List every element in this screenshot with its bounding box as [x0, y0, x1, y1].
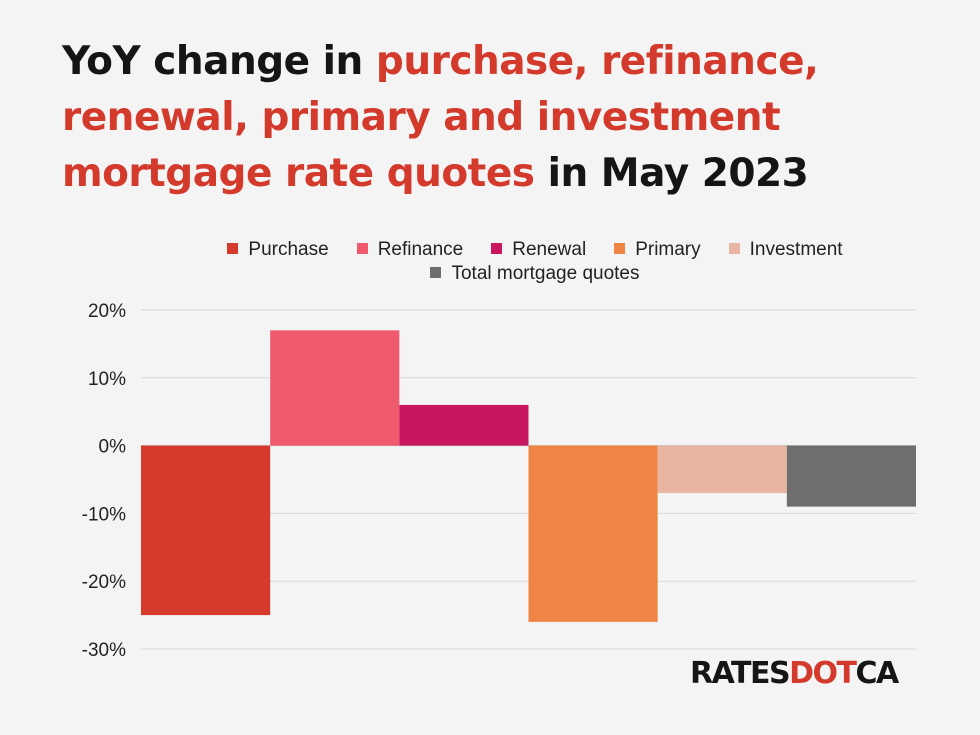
bar-refinance — [270, 330, 400, 446]
legend-item: Renewal — [491, 238, 586, 262]
legend-item: Refinance — [356, 238, 464, 262]
legend-label: Refinance — [377, 239, 464, 260]
logo-part-dot: DOT — [789, 656, 857, 691]
y-tick-label: -10% — [82, 504, 126, 525]
y-tick-label: 20% — [88, 301, 126, 322]
legend-label: Investment — [749, 239, 843, 260]
legend-label: Total mortgage quotes — [451, 263, 640, 284]
bar-total-mortgage-quotes — [786, 445, 916, 507]
title-part-3: in May 2023 — [534, 151, 809, 196]
legend-label: Renewal — [512, 239, 587, 260]
bar-primary — [528, 445, 658, 622]
title-part-2: purchase, refinance, renewal, primary an… — [62, 39, 819, 196]
legend-item: Primary — [614, 238, 701, 262]
legend-swatch — [614, 243, 626, 254]
logo-part-ca: CA — [855, 656, 899, 691]
bar-purchase — [141, 445, 271, 616]
legend-item: Purchase — [227, 238, 329, 262]
y-tick-label: 10% — [88, 369, 126, 390]
y-tick-label: -20% — [82, 572, 126, 593]
chart-legend: Purchase Refinance Renewal Primary Investmen… — [140, 238, 930, 286]
legend-swatch — [491, 243, 503, 254]
bar-renewal — [399, 404, 529, 446]
legend-swatch — [430, 267, 442, 278]
chart-title: YoY change in purchase, refinance, renew… — [62, 34, 942, 202]
title-part-1: YoY change in — [62, 39, 376, 84]
ratesdotca-logo: RATESDOTCA — [690, 656, 899, 691]
legend-item: Total mortgage quotes — [430, 262, 640, 286]
legend-label: Purchase — [248, 239, 329, 260]
legend-item: Investment — [728, 238, 843, 262]
legend-swatch — [356, 243, 368, 254]
legend-swatch — [227, 243, 239, 254]
legend-label: Primary — [635, 239, 701, 260]
y-tick-label: -30% — [82, 640, 126, 661]
legend-swatch — [728, 243, 740, 254]
y-tick-label: 0% — [99, 437, 127, 458]
bar-investment — [657, 445, 787, 494]
logo-part-rates: RATES — [690, 656, 791, 691]
